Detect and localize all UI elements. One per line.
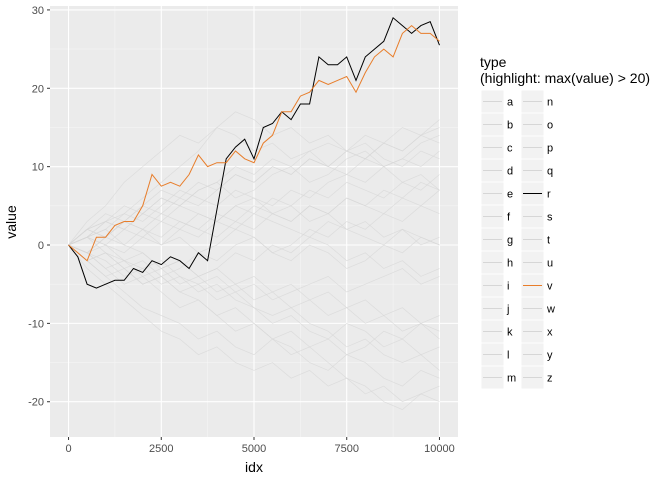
- y-tick-label: 10: [32, 162, 44, 174]
- muted-series-lines: [68, 111, 440, 411]
- legend-label-c: c: [507, 143, 513, 155]
- legend-label-m: m: [507, 373, 516, 385]
- y-tick-label: 30: [32, 5, 44, 17]
- legend-label-u: u: [547, 258, 553, 270]
- legend-title-line2: (highlight: max(value) > 20): [480, 70, 650, 86]
- legend-label-q: q: [547, 166, 553, 178]
- highlighted-series-lines: [68, 16, 440, 289]
- legend-label-b: b: [507, 120, 513, 132]
- legend-label-i: i: [507, 281, 509, 293]
- x-tick-label: 5000: [242, 443, 266, 455]
- legend-label-z: z: [547, 373, 553, 385]
- legend-label-w: w: [546, 304, 555, 316]
- x-tick-label: 7500: [334, 443, 358, 455]
- y-axis-ticks: -20 -10 0 10 20 30: [28, 5, 50, 409]
- legend-label-v: v: [547, 281, 553, 293]
- x-tick-label: 2500: [149, 443, 173, 455]
- legend-label-r: r: [547, 189, 551, 201]
- legend-label-o: o: [547, 120, 553, 132]
- x-tick-label: 10000: [424, 443, 455, 455]
- legend-label-f: f: [507, 212, 511, 224]
- legend-label-s: s: [547, 212, 553, 224]
- y-tick-label: -10: [28, 318, 44, 330]
- series-line-w: [68, 244, 440, 356]
- legend: type (highlight: max(value) > 20) abcdef…: [480, 54, 650, 390]
- legend-label-h: h: [507, 258, 513, 270]
- y-axis-title: value: [3, 205, 19, 239]
- series-line-x: [68, 150, 440, 254]
- legend-label-x: x: [547, 327, 553, 339]
- legend-label-g: g: [507, 235, 513, 247]
- series-line-k: [68, 244, 440, 403]
- y-tick-label: 20: [32, 83, 44, 95]
- legend-label-a: a: [507, 97, 514, 109]
- x-axis-ticks: 0 2500 5000 7500 10000: [65, 437, 455, 455]
- x-tick-label: 0: [65, 443, 71, 455]
- series-line-z: [68, 189, 440, 246]
- series-line-v: [68, 24, 440, 262]
- legend-label-n: n: [547, 97, 553, 109]
- series-line-a: [68, 244, 440, 387]
- x-axis-title: idx: [245, 459, 263, 475]
- legend-label-p: p: [547, 143, 553, 155]
- series-line-m: [68, 244, 440, 340]
- legend-label-j: j: [506, 304, 509, 316]
- legend-label-d: d: [507, 166, 513, 178]
- legend-title-line1: type: [480, 54, 507, 70]
- series-line-f: [68, 111, 440, 246]
- series-line-r: [68, 16, 440, 289]
- legend-label-e: e: [507, 189, 513, 201]
- y-tick-label: 0: [38, 240, 44, 252]
- series-line-y: [68, 236, 440, 285]
- legend-label-l: l: [507, 350, 509, 362]
- legend-label-k: k: [507, 327, 513, 339]
- legend-label-y: y: [547, 350, 553, 362]
- legend-label-t: t: [547, 235, 550, 247]
- series-line-e: [68, 127, 440, 246]
- y-tick-label: -20: [28, 397, 44, 409]
